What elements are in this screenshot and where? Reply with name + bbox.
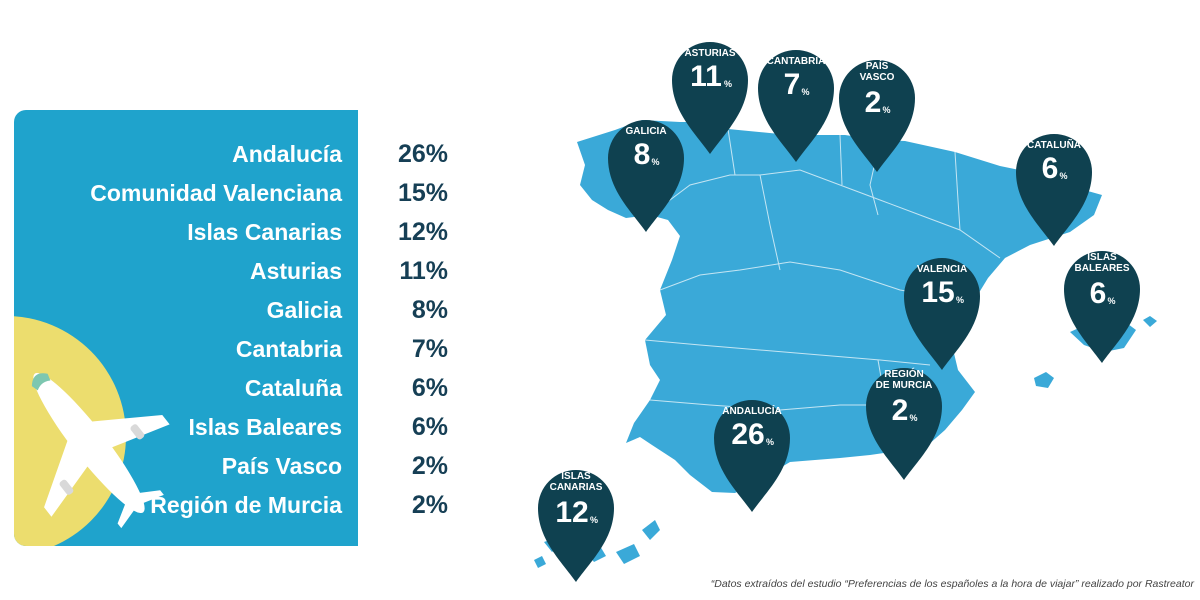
ranking-panel-background xyxy=(14,110,358,546)
map-pin-shape xyxy=(672,42,748,154)
ranking-percentage: 2% xyxy=(411,452,448,480)
map-pin-unit: % xyxy=(801,87,809,97)
map-pin-value: 2 xyxy=(892,394,909,427)
map-pin-value: 26 xyxy=(731,418,764,451)
map-pin-region-label: BALEARES xyxy=(1074,263,1129,274)
ranking-row: Región de Murcia 2% xyxy=(14,486,474,525)
map-pin-region-label: CANTABRIA xyxy=(767,56,826,67)
map-pin-value: 2 xyxy=(865,86,882,119)
ranking-region-name: Islas Canarias xyxy=(187,219,342,245)
ranking-row: Galicia 8% xyxy=(14,291,474,330)
source-footnote: “Datos extraídos del estudio “Preferenci… xyxy=(710,578,1194,590)
ranking-row: Cantabria 7% xyxy=(14,330,474,369)
ranking-percentage: 15% xyxy=(397,179,448,207)
ranking-region-name: Región de Murcia xyxy=(150,492,342,518)
ranking-percentage: 8% xyxy=(411,296,448,324)
map-pin-region-label: DE MURCIA xyxy=(876,380,933,391)
map-pin-region-label: GALICIA xyxy=(625,126,666,137)
ranking-row: Asturias 11% xyxy=(14,252,474,291)
map-pin-unit: % xyxy=(724,79,732,89)
map-pin-region-label: VALENCIA xyxy=(917,264,967,275)
map-pin-unit: % xyxy=(909,413,917,423)
map-pin-shape xyxy=(714,400,790,512)
map-pin-shape xyxy=(1064,251,1140,363)
map-pin-unit: % xyxy=(1107,296,1115,306)
ranking-region-name: Comunidad Valenciana xyxy=(90,180,342,206)
map-pin-unit: % xyxy=(766,437,774,447)
map-pin-region-label: REGIÓN xyxy=(884,367,923,380)
map-pin-unit: % xyxy=(1059,171,1067,181)
ranking-divider xyxy=(356,110,358,546)
map-pin-shape xyxy=(758,50,834,162)
ranking-percentage: 6% xyxy=(411,413,448,441)
map-pin-unit: % xyxy=(590,515,598,525)
ranking-row: Comunidad Valenciana 15% xyxy=(14,174,474,213)
ranking-region-name: Cantabria xyxy=(235,336,342,362)
ranking-percentage: 11% xyxy=(399,257,448,285)
map-pin-shape xyxy=(866,368,942,480)
ranking-row: Cataluña 6% xyxy=(14,369,474,408)
map-pin-shape xyxy=(538,470,614,582)
map-pin-value: 8 xyxy=(634,138,651,171)
map-pin-shape xyxy=(839,60,915,172)
ranking-percentage: 6% xyxy=(411,374,448,402)
ranking-row: Islas Baleares 6% xyxy=(14,408,474,447)
ranking-region-name: Asturias xyxy=(249,258,342,284)
map-pin-region-label: VASCO xyxy=(860,72,895,83)
airplane-icon xyxy=(31,372,170,529)
map-pin-shape xyxy=(608,120,684,232)
map-pin-unit: % xyxy=(956,295,964,305)
map-pin-value: 12 xyxy=(555,496,588,529)
ranking-percentage: 7% xyxy=(411,335,448,363)
ranking-panel: Andalucía 26% Comunidad Valenciana 15% Islas… xyxy=(14,110,474,546)
ranking-region-name: País Vasco xyxy=(221,453,342,479)
ranking-region-name: Andalucía xyxy=(232,141,342,167)
map-pin-unit: % xyxy=(882,105,890,115)
ranking-row: País Vasco 2% xyxy=(14,447,474,486)
ranking-row: Andalucía 26% xyxy=(14,135,474,174)
ranking-percentage: 12% xyxy=(397,218,448,246)
map-pin-shape xyxy=(1016,134,1092,246)
ranking-region-name: Islas Baleares xyxy=(188,414,342,440)
map-pin-region-label: ISLAS xyxy=(561,471,591,482)
map-pin-value: 6 xyxy=(1042,152,1059,185)
map-pin-region-label: CATALUÑA xyxy=(1027,138,1081,151)
spain-mainland xyxy=(577,120,1102,493)
ranking-percentage: 26% xyxy=(397,140,448,168)
ranking-region-name: Galicia xyxy=(266,297,342,323)
ranking-percentage: 2% xyxy=(411,491,448,519)
map-pin-region-label: ASTURIAS xyxy=(684,48,735,59)
map-pin-value: 11 xyxy=(690,60,722,93)
map-pin-region-label: ISLAS xyxy=(1087,252,1117,263)
map-pin-value: 15 xyxy=(921,276,954,309)
ranking-region-name: Cataluña xyxy=(244,375,342,401)
map-pin-region-label: CANARIAS xyxy=(550,482,603,493)
map-pin-unit: % xyxy=(651,157,659,167)
map-pin-shape xyxy=(904,258,980,370)
ranking-row: Islas Canarias 12% xyxy=(14,213,474,252)
map-pin-value: 7 xyxy=(784,68,801,101)
map-pin-region-label: ANDALUCÍA xyxy=(722,404,781,417)
map-pin-value: 6 xyxy=(1090,277,1107,310)
map-pin-region-label: PAÍS xyxy=(866,59,889,72)
